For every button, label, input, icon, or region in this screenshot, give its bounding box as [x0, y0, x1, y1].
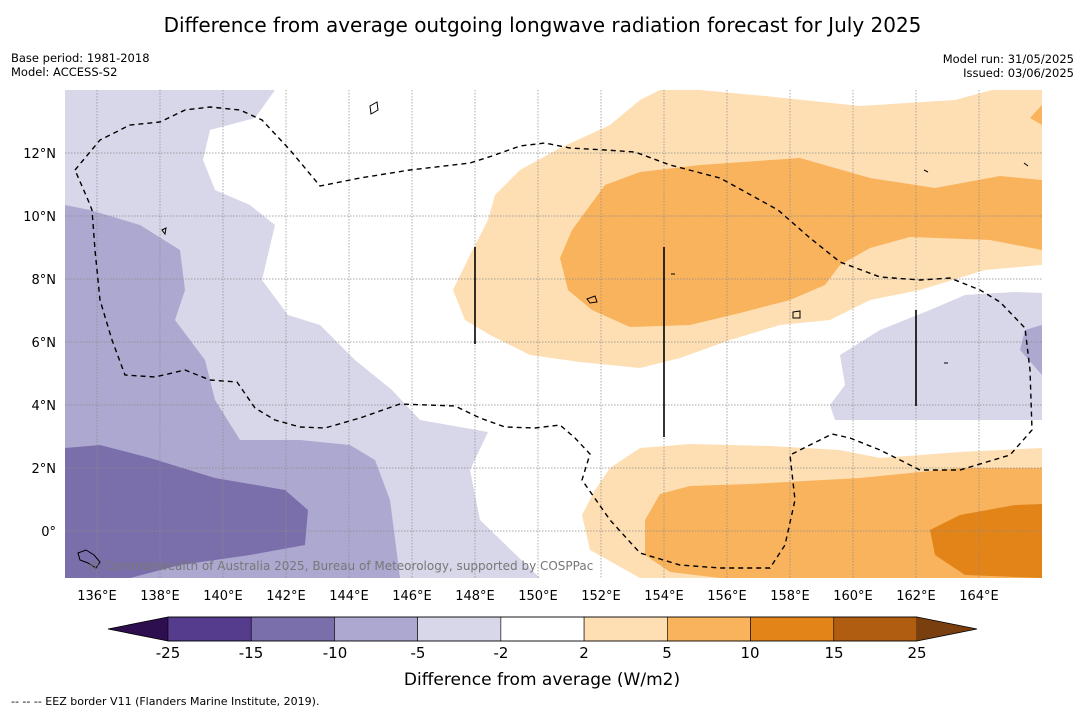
cbar-label-2: 2	[579, 644, 589, 662]
lat-tick-10n: 10°N	[23, 210, 56, 225]
cbar-label-m10: -10	[323, 644, 348, 662]
lon-tick-144e: 144°E	[329, 589, 369, 604]
colorbar-cell	[667, 616, 751, 642]
colorbar-cell	[833, 616, 918, 642]
eez-borders	[74, 106, 1033, 569]
cbar-label-m25: -25	[156, 644, 181, 662]
cbar-label-m5: -5	[411, 644, 426, 662]
lat-tick-12n: 12°N	[23, 147, 56, 162]
colorbar-cells	[167, 616, 918, 642]
lon-tick-156e: 156°E	[707, 589, 747, 604]
region-pos5-tip	[1030, 105, 1042, 125]
copyright-note: © Commonwealth of Australia 2025, Bureau…	[88, 559, 593, 573]
lon-tick-148e: 148°E	[455, 589, 495, 604]
eez-footnote: -- -- -- EEZ border V11 (Flanders Marine…	[11, 695, 320, 708]
model-name: Model: ACCESS-S2	[11, 65, 118, 79]
cbar-label-15: 15	[824, 644, 843, 662]
lon-tick-162e: 162°E	[896, 589, 936, 604]
base-info: Base period: 1981-2018 Model: ACCESS-S2	[11, 51, 150, 79]
colorbar-title: Difference from average (W/m2)	[404, 670, 680, 690]
region-m15	[65, 445, 308, 578]
region-m10-east	[1020, 325, 1042, 375]
lon-tick-136e: 136°E	[77, 589, 117, 604]
cbar-label-m2: -2	[494, 644, 509, 662]
lon-tick-labels: 136°E 138°E 140°E 142°E 144°E 146°E 148°…	[77, 589, 999, 604]
lon-tick-138e: 138°E	[140, 589, 180, 604]
colorbar-end-low	[108, 617, 168, 641]
gridlines	[65, 90, 1042, 578]
colorbar-cell	[334, 616, 418, 642]
islands	[77, 101, 1029, 569]
lon-tick-152e: 152°E	[581, 589, 621, 604]
lon-tick-158e: 158°E	[770, 589, 810, 604]
colorbar-cell	[500, 616, 585, 642]
colorbar: -25 -15 -10 -5 -2 2 5 10 15 25 Differenc…	[107, 616, 978, 690]
chart-title: Difference from average outgoing longwav…	[163, 13, 922, 37]
base-period: Base period: 1981-2018	[11, 51, 150, 65]
lat-tick-6n: 6°N	[32, 336, 57, 351]
colorbar-labels: -25 -15 -10 -5 -2 2 5 10 15 25	[156, 644, 927, 662]
run-info: Model run: 31/05/2025 Issued: 03/06/2025	[943, 52, 1074, 80]
lon-tick-140e: 140°E	[203, 589, 243, 604]
lon-tick-142e: 142°E	[266, 589, 306, 604]
lon-tick-164e: 164°E	[959, 589, 999, 604]
lat-tick-8n: 8°N	[32, 273, 57, 288]
lat-tick-0: 0°	[41, 525, 56, 540]
colorbar-cell	[417, 616, 502, 642]
lon-tick-150e: 150°E	[518, 589, 558, 604]
cbar-label-5: 5	[662, 644, 672, 662]
lon-tick-154e: 154°E	[644, 589, 684, 604]
colorbar-cell	[583, 616, 668, 642]
lat-tick-2n: 2°N	[32, 462, 57, 477]
lon-tick-146e: 146°E	[392, 589, 432, 604]
model-run: Model run: 31/05/2025	[942, 52, 1074, 66]
cbar-label-10: 10	[740, 644, 759, 662]
cbar-label-m15: -15	[239, 644, 264, 662]
region-pos5-north	[560, 158, 1042, 327]
lat-tick-4n: 4°N	[32, 399, 57, 414]
boundary-segments	[474, 247, 917, 437]
colorbar-cell	[167, 616, 252, 642]
issued-date: Issued: 03/06/2025	[963, 66, 1074, 80]
lon-tick-160e: 160°E	[833, 589, 873, 604]
colorbar-cell	[750, 616, 835, 642]
colorbar-outline	[107, 616, 978, 642]
colorbar-cell	[250, 616, 335, 642]
region-m5-east	[830, 292, 1042, 420]
region-pos10	[930, 504, 1042, 578]
lat-tick-labels: 12°N 10°N 8°N 6°N 4°N 2°N 0°	[23, 147, 56, 540]
colorbar-end-high	[917, 617, 977, 641]
cbar-label-25: 25	[907, 644, 926, 662]
map-area: © Commonwealth of Australia 2025, Bureau…	[65, 90, 1042, 578]
